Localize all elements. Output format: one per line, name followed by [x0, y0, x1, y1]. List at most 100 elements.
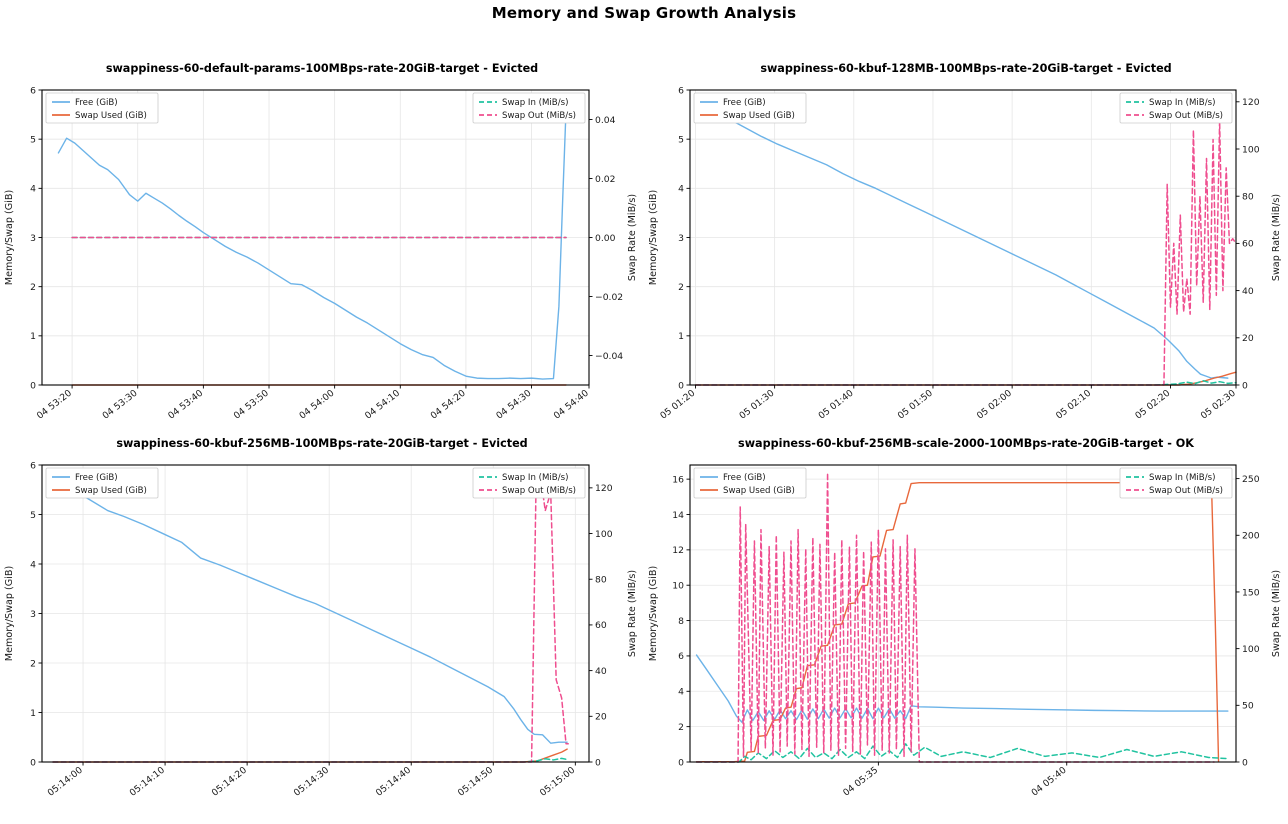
legend-label: Swap Used (GiB) [75, 486, 147, 496]
subplot-svg: 0 1 2 3 4 5 6 −0.04 −0.02 0.00 0.02 0.04 04 53:20 04 … [4, 85, 638, 422]
y-tick-label: 0 [30, 757, 36, 768]
x-tick-label: 04 54:20 [429, 388, 468, 422]
x-tick-label: 04 53:30 [100, 388, 139, 422]
y-tick-label: 10 [672, 581, 684, 592]
y2-tick-label: 250 [1242, 474, 1260, 485]
y2-tick-label: −0.04 [595, 351, 623, 362]
y2-tick-label: 120 [1242, 97, 1260, 108]
legend-label: Swap Used (GiB) [723, 486, 795, 496]
legend-left[interactable]: Free (GiB) Swap Used (GiB) [693, 92, 807, 124]
subplot-panel-1: swappiness-60-kbuf-128MB-100MBps-rate-20… [644, 62, 1288, 443]
x-tick-label: 05 02:30 [1199, 388, 1238, 422]
series-line-free-gib [695, 654, 1229, 723]
y-tick-label: 5 [30, 510, 36, 521]
y-tick-label: 6 [30, 85, 36, 96]
y2-tick-label: 60 [595, 620, 607, 631]
y-tick-label: 4 [678, 184, 684, 195]
y2-tick-label: 20 [595, 712, 607, 723]
series-line-swap-out-mib-s [52, 477, 569, 763]
series-line-swap-out-mib-s [695, 472, 1215, 763]
y-tick-label: 4 [30, 559, 36, 570]
y2-tick-label: 20 [1242, 333, 1254, 344]
series-line-free-gib [57, 108, 567, 380]
x-tick-label: 04 53:50 [232, 388, 271, 422]
x-tick-label: 05 01:30 [737, 388, 776, 422]
series-line-free-gib [711, 108, 1229, 379]
x-tick-label: 04 54:10 [363, 388, 402, 422]
y2-tick-label: 120 [595, 483, 613, 494]
x-tick-label: 05 02:10 [1054, 388, 1093, 422]
y-tick-label: 6 [30, 460, 36, 471]
legend-label: Swap In (MiB/s) [502, 98, 568, 108]
y-axis-title: Memory/Swap (GiB) [4, 190, 15, 285]
y2-tick-label: 40 [1242, 286, 1254, 297]
y2-tick-label: 0.02 [595, 174, 615, 185]
figure-title: Memory and Swap Growth Analysis [491, 4, 797, 22]
y-tick-label: 2 [30, 658, 36, 669]
series-line-swap-used-gib [694, 371, 1237, 386]
legend-label: Free (GiB) [75, 98, 118, 108]
y2-axis-title: Swap Rate (MiB/s) [1271, 194, 1282, 281]
series-line-swap-in-mib-s [695, 743, 1229, 763]
x-tick-label: 05:15:00 [538, 765, 577, 799]
x-tick-label: 04 53:40 [166, 388, 205, 422]
y-tick-label: 2 [678, 282, 684, 293]
y-tick-label: 1 [30, 331, 36, 342]
subplot-title: swappiness-60-kbuf-256MB-100MBps-rate-20… [116, 437, 528, 450]
legend-label: Free (GiB) [723, 98, 766, 108]
y2-tick-label: 80 [595, 575, 607, 586]
x-tick-label: 05:14:00 [46, 765, 85, 799]
x-tick-label: 05 01:40 [816, 388, 855, 422]
y-tick-label: 16 [672, 474, 684, 485]
y2-tick-label: 100 [595, 529, 613, 540]
y2-tick-label: 40 [595, 666, 607, 677]
y2-axis-title: Swap Rate (MiB/s) [627, 194, 638, 281]
x-tick-label: 05 02:20 [1133, 388, 1172, 422]
y-tick-label: 1 [30, 708, 36, 719]
x-tick-label: 05:14:20 [210, 765, 249, 799]
x-tick-label: 05 02:00 [975, 388, 1014, 422]
y2-axis-title: Swap Rate (MiB/s) [627, 570, 638, 657]
legend-left[interactable]: Free (GiB) Swap Used (GiB) [693, 467, 807, 499]
subplot-panel-0: swappiness-60-default-params-100MBps-rat… [0, 62, 644, 443]
y2-tick-label: 0.00 [595, 233, 616, 244]
x-tick-label: 05:14:50 [456, 765, 495, 799]
y2-tick-label: 60 [1242, 239, 1254, 250]
y-tick-label: 4 [30, 184, 36, 195]
y2-tick-label: 150 [1242, 587, 1260, 598]
legend-label: Swap In (MiB/s) [502, 473, 568, 483]
legend-left[interactable]: Free (GiB) Swap Used (GiB) [45, 467, 159, 499]
legend-label: Swap In (MiB/s) [1149, 98, 1215, 108]
series-line-swap-out-mib-s [694, 119, 1237, 386]
legend-right[interactable]: Swap In (MiB/s) Swap Out (MiB/s) [472, 92, 586, 124]
y-tick-label: 0 [678, 757, 684, 768]
y-tick-label: 2 [678, 722, 684, 733]
y-tick-label: 0 [30, 380, 36, 391]
y-tick-label: 4 [678, 687, 684, 698]
legend-right[interactable]: Swap In (MiB/s) Swap Out (MiB/s) [472, 467, 586, 499]
x-tick-label: 04 54:40 [552, 388, 591, 422]
y-tick-label: 1 [678, 331, 684, 342]
x-tick-label: 04 54:00 [297, 388, 336, 422]
legend-label: Free (GiB) [723, 473, 766, 483]
subplot-title: swappiness-60-kbuf-128MB-100MBps-rate-20… [760, 62, 1172, 75]
legend-label: Swap Out (MiB/s) [502, 486, 576, 496]
y-tick-label: 14 [672, 510, 684, 521]
legend-left[interactable]: Free (GiB) Swap Used (GiB) [45, 92, 159, 124]
series-line-swap-used-gib [52, 748, 568, 763]
y2-tick-label: 0 [595, 757, 601, 768]
y-axis-title: Memory/Swap (GiB) [648, 566, 659, 661]
x-tick-label: 05:14:10 [128, 765, 167, 799]
y2-tick-label: 0 [1242, 380, 1248, 391]
subplot-panel-3: swappiness-60-kbuf-256MB-scale-2000-100M… [644, 437, 1288, 824]
legend-right[interactable]: Swap In (MiB/s) Swap Out (MiB/s) [1119, 92, 1233, 124]
subplot-title: swappiness-60-default-params-100MBps-rat… [105, 62, 539, 75]
y2-tick-label: 100 [1242, 644, 1260, 655]
legend-label: Swap Out (MiB/s) [502, 111, 576, 121]
legend-label: Swap Used (GiB) [75, 111, 147, 121]
legend-right[interactable]: Swap In (MiB/s) Swap Out (MiB/s) [1119, 467, 1233, 499]
y-tick-label: 3 [30, 609, 36, 620]
